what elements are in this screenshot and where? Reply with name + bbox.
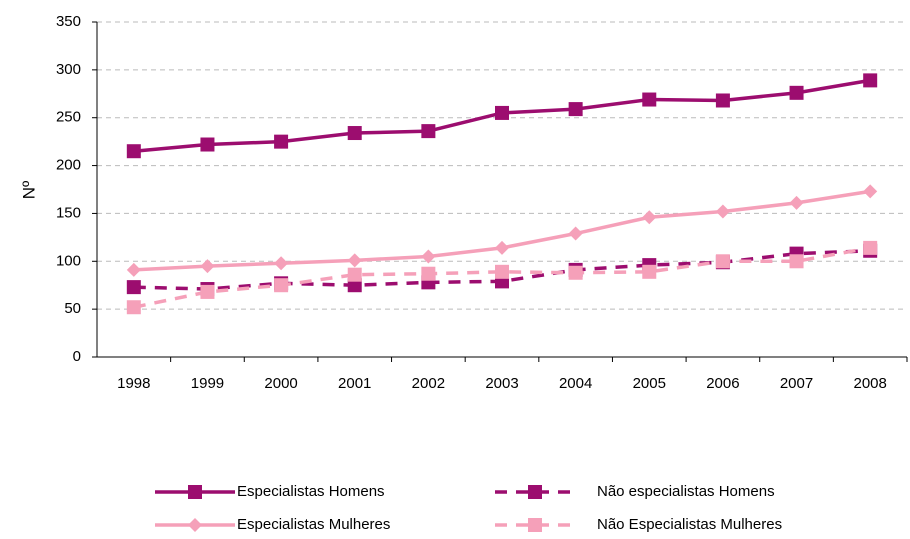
square-marker — [126, 144, 141, 159]
square-marker — [568, 265, 583, 280]
square-marker — [789, 254, 804, 269]
square-marker — [789, 85, 804, 100]
y-tick-label: 50 — [64, 300, 81, 317]
x-tick-label: 2008 — [853, 375, 886, 392]
y-tick-label: 350 — [56, 13, 81, 30]
y-tick-label: 150 — [56, 204, 81, 221]
diamond-marker — [789, 195, 804, 210]
square-marker — [642, 264, 657, 279]
square-marker — [200, 284, 215, 299]
diamond-marker — [863, 184, 878, 199]
square-marker — [126, 280, 141, 295]
diamond-marker — [200, 259, 215, 274]
square-marker — [347, 126, 362, 141]
x-tick-label: 2007 — [780, 375, 813, 392]
x-tick-label: 2006 — [706, 375, 739, 392]
square-marker — [495, 264, 509, 279]
legend-marker — [528, 485, 542, 499]
square-marker — [347, 278, 362, 293]
diamond-marker — [421, 249, 436, 264]
diamond-marker — [495, 240, 509, 255]
diamond-marker — [715, 204, 730, 219]
square-marker — [421, 124, 436, 139]
x-tick-label: 2002 — [412, 375, 445, 392]
legend-label: Especialistas Homens — [237, 483, 385, 500]
y-tick-label: 300 — [56, 61, 81, 78]
y-tick-label: 250 — [56, 109, 81, 126]
square-marker — [863, 240, 878, 255]
diamond-marker — [126, 262, 141, 277]
square-marker — [715, 254, 730, 269]
diamond-marker — [568, 226, 583, 241]
x-tick-label: 2005 — [633, 375, 666, 392]
y-tick-label: 200 — [56, 157, 81, 174]
legend-label: Não especialistas Homens — [597, 483, 775, 500]
square-marker — [274, 134, 289, 149]
diamond-marker — [642, 210, 657, 225]
square-marker — [421, 266, 436, 281]
square-marker — [715, 93, 730, 108]
square-marker — [274, 278, 289, 293]
diamond-marker — [274, 256, 289, 271]
square-marker — [347, 267, 362, 282]
x-tick-label: 2004 — [559, 375, 592, 392]
x-tick-label: 2003 — [485, 375, 518, 392]
y-tick-label: 0 — [73, 348, 81, 365]
legend-marker — [528, 518, 542, 532]
series-line — [133, 189, 871, 272]
x-tick-label: 2001 — [338, 375, 371, 392]
square-marker — [200, 137, 215, 152]
legend-marker — [188, 485, 202, 499]
series-line — [133, 246, 871, 309]
square-marker — [495, 105, 509, 120]
y-axis-label: Nº — [19, 181, 38, 200]
x-tick-label: 1998 — [117, 375, 150, 392]
legend-label: Especialistas Mulheres — [237, 516, 390, 533]
square-marker — [126, 300, 141, 315]
diamond-marker — [347, 253, 362, 268]
legend-marker — [188, 518, 202, 532]
square-marker — [568, 102, 583, 117]
legend-label: Não Especialistas Mulheres — [597, 516, 782, 533]
y-tick-label: 100 — [56, 252, 81, 269]
x-tick-label: 2000 — [264, 375, 297, 392]
square-marker — [863, 73, 878, 88]
square-marker — [642, 92, 657, 107]
x-tick-label: 1999 — [191, 375, 224, 392]
